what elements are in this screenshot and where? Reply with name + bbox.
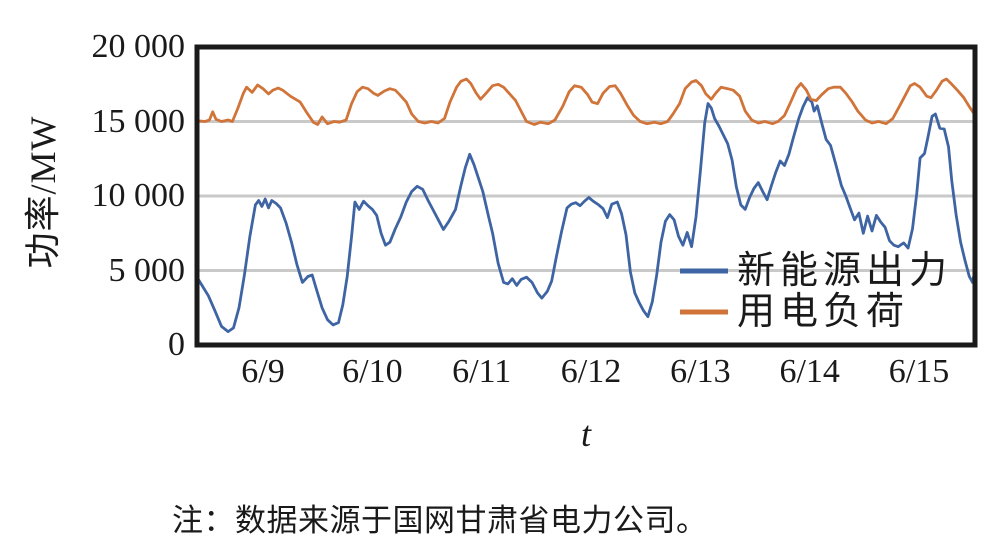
x-tick-label-6-13: 6/13 [670, 353, 731, 390]
x-tick-label-6-9: 6/9 [241, 353, 285, 390]
x-axis-title: t [580, 414, 592, 454]
legend-label-new-energy-output: 新能源出力 [737, 250, 953, 292]
x-tick-label-6-15: 6/15 [888, 353, 950, 390]
y-tick-label-5000: 5 000 [108, 251, 186, 289]
plot-frame [194, 44, 978, 348]
x-tick-label-6-12: 6/12 [560, 353, 622, 390]
x-tick-label-6-14: 6/14 [779, 353, 840, 390]
y-axis-title: 功率/MW [23, 115, 63, 269]
source-note: 注：数据来源于国网甘肃省电力公司。 [172, 503, 708, 538]
x-tick-label-6-10: 6/10 [342, 353, 403, 390]
legend-label-electric-load: 用电负荷 [737, 291, 910, 333]
y-tick-label-15000: 15 000 [91, 102, 186, 140]
y-tick-label-10000: 10 000 [91, 177, 186, 214]
y-tick-label-0: 0 [168, 326, 185, 363]
x-tick-label-6-11: 6/11 [452, 353, 512, 390]
y-tick-label-20000: 20 000 [91, 28, 186, 65]
series-line-1 [195, 77, 977, 126]
series-line-0 [195, 96, 977, 334]
